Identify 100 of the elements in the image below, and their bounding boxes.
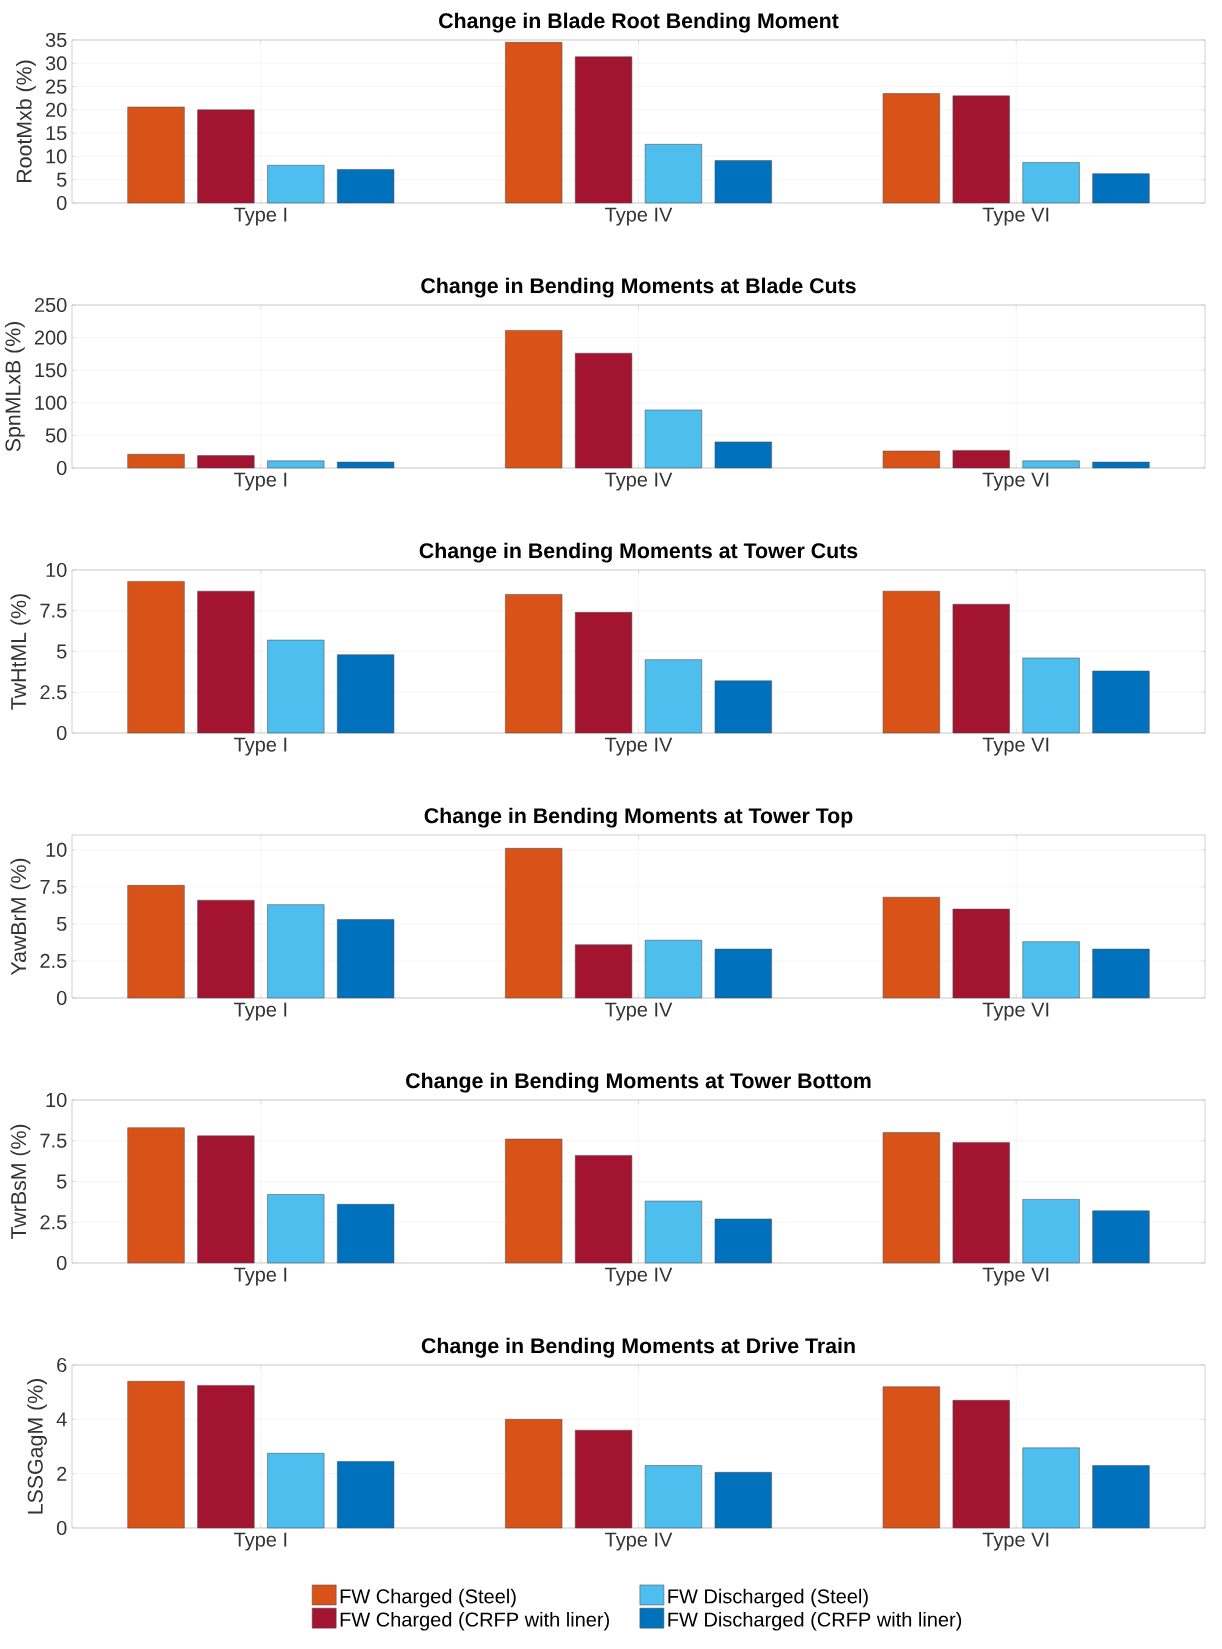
y-tick-label: 2.5 [40,953,67,969]
bar [882,896,940,999]
bar [644,659,703,734]
y-tick-label: 7.5 [40,1133,67,1148]
bar [127,1127,185,1264]
x-tick-label: Type I [234,1267,287,1286]
bar [197,590,255,734]
y-axis-title: LSSGagM (%) [27,1379,48,1514]
bar [714,948,772,999]
y-tick-label: 30 [45,56,67,71]
bar [1092,948,1150,999]
x-tick-label: Type VI [982,737,1049,756]
bar [505,1419,563,1529]
y-tick-label: 5 [56,172,67,187]
x-tick-label: Type VI [982,1532,1049,1551]
bar [882,1132,940,1264]
bar [644,144,703,204]
legend-label: FW Discharged (Steel) [668,1588,868,1608]
bar [714,1472,772,1529]
x-tick-label: Type IV [605,1267,673,1286]
y-tick-label: 0 [56,1520,67,1536]
x-tick-label: Type I [234,737,287,756]
legend-label: FW Discharged (CRFP with liner) [668,1611,962,1631]
bar [337,654,395,734]
y-tick-label: 0 [56,1255,67,1271]
y-tick-label: 10 [46,149,67,164]
bar [644,1200,703,1264]
bar [1092,1210,1150,1264]
x-tick-label: Type I [234,472,287,491]
y-tick-label: 50 [45,428,67,443]
bar [644,939,703,999]
legend-label: FW Charged (CRFP with liner) [340,1611,609,1631]
chart-title: Change in Bending Moments at Tower Bottom [406,1072,871,1093]
bar [1092,173,1150,204]
x-tick-label: Type IV [605,472,673,491]
y-tick-label: 2.5 [40,1215,67,1230]
bar [574,1429,633,1529]
y-tick-label: 25 [46,79,67,94]
bar [197,109,255,204]
y-axis-title: TwHtML (%) [10,594,31,710]
bar [1092,461,1150,469]
bar [267,460,325,469]
bar [127,454,185,469]
bar [127,1381,185,1529]
bar [574,56,633,204]
chart-title: Change in Bending Moments at Tower Cuts [419,542,858,563]
y-tick-label: 6 [57,1357,67,1373]
bar [1092,1465,1150,1529]
bar [197,455,255,469]
bar [267,904,325,999]
bar [1092,670,1150,734]
bar [127,106,185,204]
y-tick-label: 10 [46,842,67,857]
bar [505,594,563,734]
x-tick-label: Type IV [605,207,673,226]
bar [267,1194,325,1264]
bar [882,93,940,204]
bar [337,1204,395,1264]
bar [505,42,563,204]
x-tick-label: Type VI [982,472,1049,491]
bar [267,1453,325,1529]
bar [337,461,395,469]
y-tick-label: 0 [56,725,67,741]
y-tick-label: 7.5 [40,879,67,894]
bar [952,95,1010,204]
y-tick-label: 15 [46,126,67,141]
bar [952,1142,1010,1264]
bar [1022,1199,1080,1264]
y-tick-label: 35 [45,32,67,48]
y-axis-title: SpnMLxB (%) [4,322,25,452]
bar [505,330,563,469]
x-tick-label: Type VI [982,207,1049,226]
bar [952,1400,1010,1529]
bar [714,680,772,734]
bar [952,603,1010,734]
bar [714,441,772,469]
y-tick-label: 0 [56,990,67,1006]
x-tick-label: Type IV [605,1532,673,1551]
y-tick-label: 5 [56,1174,67,1189]
bar [1022,657,1080,734]
bar [1022,162,1080,204]
y-tick-label: 0 [56,460,67,476]
bar [1022,1447,1080,1529]
y-tick-label: 200 [34,330,67,345]
y-tick-label: 0 [56,195,67,211]
legend-label: FW Charged (Steel) [340,1588,516,1608]
x-tick-label: Type I [234,1532,287,1551]
chart-title: Change in Bending Moments at Blade Cuts [421,277,856,298]
bar [1022,460,1080,469]
bar [197,1385,255,1529]
bar [644,1465,703,1529]
bar [505,848,563,999]
bar [337,919,395,999]
y-tick-label: 7.5 [40,603,67,618]
chart-title: Change in Bending Moments at Drive Train [421,1337,855,1358]
y-tick-label: 10 [46,1092,67,1108]
x-tick-label: Type I [234,207,287,226]
chart-title: Change in Blade Root Bending Moment [439,12,839,33]
y-tick-label: 2 [57,1466,67,1481]
y-tick-label: 150 [35,363,67,378]
